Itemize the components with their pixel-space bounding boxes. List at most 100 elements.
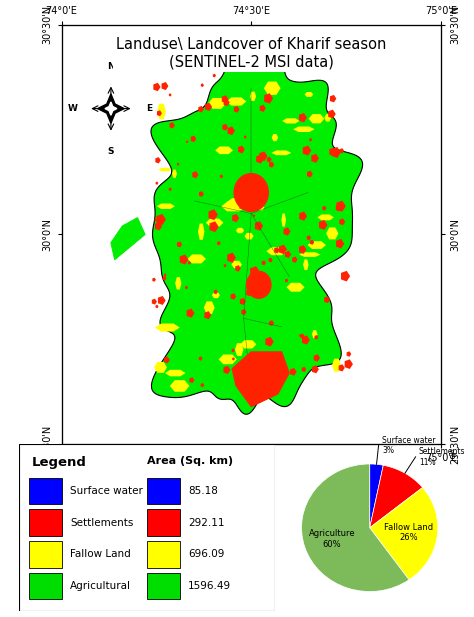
Polygon shape — [206, 218, 223, 227]
Polygon shape — [105, 102, 117, 115]
Text: 696.09: 696.09 — [188, 549, 224, 559]
Polygon shape — [337, 201, 346, 212]
Polygon shape — [299, 245, 307, 254]
Text: S: S — [108, 147, 114, 155]
Polygon shape — [312, 330, 318, 338]
Polygon shape — [157, 110, 162, 116]
Polygon shape — [212, 292, 220, 298]
Wedge shape — [370, 487, 438, 580]
Polygon shape — [228, 126, 235, 135]
Polygon shape — [285, 279, 288, 283]
Polygon shape — [201, 83, 204, 87]
Polygon shape — [240, 298, 246, 305]
Polygon shape — [111, 218, 145, 260]
Polygon shape — [185, 286, 188, 289]
Polygon shape — [240, 340, 256, 349]
Polygon shape — [236, 228, 244, 233]
Polygon shape — [224, 264, 227, 267]
Polygon shape — [187, 308, 194, 318]
Polygon shape — [303, 259, 309, 270]
Polygon shape — [154, 362, 167, 373]
Polygon shape — [299, 113, 307, 122]
Polygon shape — [227, 252, 236, 263]
Polygon shape — [338, 364, 345, 371]
Polygon shape — [330, 95, 337, 102]
Polygon shape — [299, 212, 307, 221]
Polygon shape — [199, 357, 202, 361]
Polygon shape — [307, 235, 311, 240]
Polygon shape — [177, 163, 180, 166]
Polygon shape — [250, 266, 260, 277]
Text: 85.18: 85.18 — [188, 486, 218, 496]
Polygon shape — [222, 95, 228, 103]
Text: Settlements: Settlements — [70, 518, 134, 528]
Polygon shape — [156, 214, 166, 225]
Polygon shape — [309, 114, 324, 123]
Polygon shape — [232, 214, 239, 222]
Polygon shape — [227, 97, 246, 106]
Polygon shape — [235, 343, 244, 356]
Polygon shape — [250, 384, 255, 391]
Polygon shape — [329, 147, 337, 156]
Bar — [29, 509, 63, 536]
Polygon shape — [177, 241, 182, 247]
Polygon shape — [346, 351, 351, 357]
Circle shape — [234, 173, 268, 212]
Polygon shape — [264, 81, 281, 95]
Polygon shape — [158, 168, 172, 172]
Polygon shape — [269, 320, 274, 326]
Polygon shape — [155, 323, 180, 331]
Polygon shape — [274, 375, 277, 378]
Polygon shape — [285, 251, 291, 258]
Text: Agriculture
60%: Agriculture 60% — [309, 529, 356, 549]
Polygon shape — [239, 205, 243, 209]
Text: Legend: Legend — [32, 456, 87, 469]
Polygon shape — [157, 104, 166, 119]
Polygon shape — [332, 358, 341, 371]
Polygon shape — [259, 151, 267, 161]
Polygon shape — [322, 206, 327, 210]
Polygon shape — [221, 202, 246, 212]
Polygon shape — [299, 252, 320, 257]
Polygon shape — [155, 222, 162, 230]
Polygon shape — [336, 205, 342, 212]
Polygon shape — [305, 92, 313, 97]
Circle shape — [242, 182, 261, 203]
Polygon shape — [324, 296, 330, 303]
Polygon shape — [239, 181, 243, 185]
Polygon shape — [188, 261, 191, 265]
Polygon shape — [157, 204, 175, 209]
Polygon shape — [302, 336, 310, 344]
Text: N: N — [107, 62, 115, 70]
Polygon shape — [155, 181, 158, 184]
Polygon shape — [217, 241, 221, 246]
Polygon shape — [302, 366, 306, 372]
Polygon shape — [155, 218, 157, 222]
Text: W: W — [67, 104, 77, 113]
Polygon shape — [220, 175, 223, 178]
Polygon shape — [260, 105, 266, 112]
Polygon shape — [331, 147, 341, 158]
Polygon shape — [272, 134, 278, 141]
Polygon shape — [336, 239, 344, 249]
Text: Settlements
11%: Settlements 11% — [419, 447, 465, 466]
Bar — [147, 509, 180, 536]
Text: Surface water
3%: Surface water 3% — [382, 436, 436, 455]
Polygon shape — [300, 334, 305, 339]
Polygon shape — [241, 309, 246, 315]
Polygon shape — [282, 118, 300, 123]
Polygon shape — [172, 170, 177, 178]
Polygon shape — [151, 39, 363, 414]
Polygon shape — [345, 359, 353, 369]
Polygon shape — [251, 184, 257, 191]
Polygon shape — [98, 94, 124, 123]
Polygon shape — [231, 293, 236, 300]
Polygon shape — [231, 261, 242, 268]
Polygon shape — [283, 228, 291, 236]
Polygon shape — [324, 114, 331, 122]
Polygon shape — [164, 273, 166, 276]
Polygon shape — [252, 286, 259, 294]
Polygon shape — [154, 83, 161, 91]
Polygon shape — [265, 337, 274, 347]
Circle shape — [246, 271, 271, 298]
